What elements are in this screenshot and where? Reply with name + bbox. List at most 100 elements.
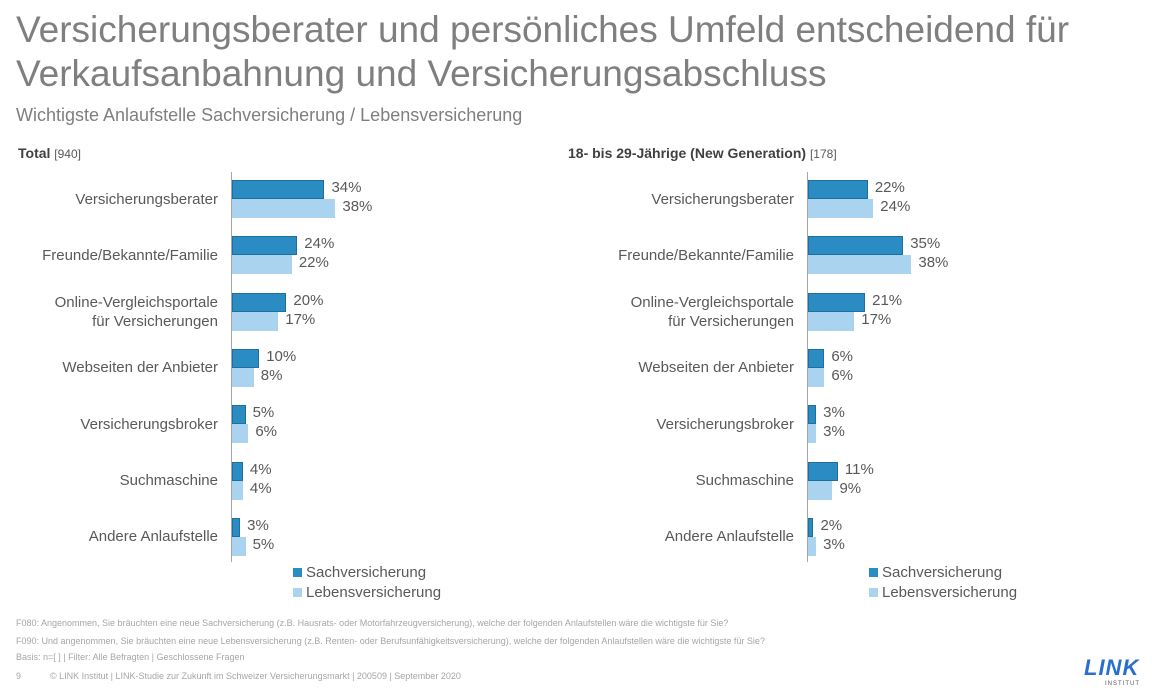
logo-subtext: INSTITUT: [1105, 681, 1140, 687]
bar-sachversicherung: [808, 236, 904, 256]
legend-item: Sachversicherung: [869, 562, 1017, 582]
bar-lebensversicherung: [232, 255, 292, 275]
data-label: 24%: [880, 198, 911, 215]
bar-lebensversicherung: [808, 367, 825, 387]
page-number: 9: [16, 671, 22, 681]
legend: Sachversicherung Lebensversicherung: [869, 562, 1017, 602]
bar-sachversicherung: [232, 517, 241, 537]
panel-base: [940]: [54, 147, 81, 161]
data-label: 6%: [831, 366, 853, 384]
data-label: 22%: [298, 254, 329, 272]
category-label: Andere Anlaufstelle: [88, 528, 218, 546]
category-label: Andere Anlaufstelle: [664, 528, 794, 546]
data-label: 9%: [839, 479, 862, 497]
bar-lebensversicherung: [232, 199, 336, 218]
bar-lebensversicherung: [232, 480, 243, 500]
category-label: Versicherungsberater: [651, 190, 794, 208]
bar-lebensversicherung: [232, 424, 249, 444]
category-label: Online-Vergleichsportale für Versicherung…: [54, 293, 218, 330]
bar-sachversicherung: [808, 180, 868, 199]
page-subtitle: Wichtigste Anlaufstelle Sachversicherung…: [16, 105, 523, 125]
panel-title: 18- bis 29-Jährige (New Generation) [178…: [568, 145, 837, 161]
bar-sachversicherung: [808, 461, 838, 481]
category-label: Online-Vergleichsportale für Versicherung…: [630, 293, 794, 330]
data-label: 4%: [249, 460, 272, 478]
legend-label: Lebensversicherung: [882, 583, 1018, 601]
bar-lebensversicherung: [808, 536, 817, 556]
panel-title: Total [940]: [18, 145, 81, 161]
bar-lebensversicherung: [232, 367, 254, 387]
legend-swatch: [293, 567, 302, 577]
category-label: Freunde/Bekannte/Familie: [618, 246, 794, 264]
data-label: 3%: [823, 404, 845, 422]
legend-swatch: [869, 567, 878, 577]
bar-lebensversicherung: [808, 311, 855, 331]
bar-sachversicherung: [232, 236, 298, 256]
data-label: 3%: [823, 423, 845, 441]
legend-item: Sachversicherung: [293, 562, 441, 582]
bar-lebensversicherung: [808, 480, 833, 500]
footnote-basis: Basis: n=[ ] | Filter: Alle Befragten | …: [16, 652, 245, 662]
panel-title-text: 18- bis 29-Jährige (New Generation): [568, 145, 810, 161]
data-label: 2%: [820, 516, 843, 534]
bar-lebensversicherung: [808, 199, 874, 218]
footnote-f090: F090: Und angenommen, Sie bräuchten eine…: [16, 636, 765, 646]
bar-lebensversicherung: [232, 536, 246, 556]
legend-swatch: [869, 587, 878, 597]
bar-lebensversicherung: [808, 255, 912, 275]
category-label: Versicherungsbroker: [80, 415, 218, 433]
panel-title-text: Total: [18, 145, 55, 161]
bar-sachversicherung: [232, 461, 243, 481]
data-label: 3%: [247, 516, 269, 534]
bar-lebensversicherung: [232, 311, 279, 331]
data-label: 3%: [823, 535, 845, 553]
category-label: Suchmaschine: [119, 472, 218, 489]
category-label: Versicherungsberater: [75, 190, 218, 208]
bar-sachversicherung: [808, 517, 814, 537]
data-label: 38%: [918, 254, 949, 272]
legend-label: Sachversicherung: [306, 563, 427, 581]
legend-item: Lebensversicherung: [869, 582, 1017, 602]
category-label: Webseiten der Anbieter: [638, 359, 794, 377]
legend-item: Lebensversicherung: [293, 582, 441, 602]
bar-sachversicherung: [232, 348, 260, 368]
category-label: Suchmaschine: [695, 472, 794, 489]
copyright: © LINK Institut | LINK-Studie zur Zukunf…: [50, 671, 461, 681]
data-label: 22%: [874, 179, 905, 196]
legend-label: Sachversicherung: [882, 563, 1003, 581]
data-label: 17%: [285, 310, 316, 328]
link-logo: LINK INSTITUT: [1084, 655, 1140, 687]
page-title: Versicherungsberater und persönliches Um…: [16, 9, 1070, 94]
legend-label: Lebensversicherung: [306, 583, 442, 601]
data-label: 5%: [252, 535, 275, 553]
legend-swatch: [293, 587, 302, 597]
bar-sachversicherung: [232, 180, 325, 199]
data-label: 6%: [255, 423, 277, 441]
data-label: 4%: [249, 479, 272, 497]
legend: Sachversicherung Lebensversicherung: [293, 562, 441, 602]
data-label: 35%: [910, 235, 941, 253]
data-label: 17%: [861, 310, 892, 328]
data-label: 24%: [304, 235, 335, 253]
category-axis: [231, 172, 232, 562]
logo-text: LINK: [1084, 655, 1140, 680]
data-label: 6%: [831, 347, 853, 365]
data-label: 20%: [293, 291, 324, 309]
category-label: Versicherungsbroker: [656, 415, 794, 433]
data-label: 11%: [844, 460, 874, 478]
data-label: 21%: [872, 291, 903, 309]
bar-lebensversicherung: [808, 424, 817, 444]
bar-sachversicherung: [808, 292, 866, 312]
bar-sachversicherung: [232, 292, 287, 312]
data-label: 10%: [266, 347, 297, 365]
panel-base: [178]: [809, 147, 837, 161]
bar-sachversicherung: [808, 405, 817, 425]
data-label: 8%: [260, 366, 283, 384]
bar-sachversicherung: [808, 348, 825, 368]
bar-sachversicherung: [232, 405, 246, 425]
data-label: 5%: [252, 404, 275, 422]
data-label: 34%: [331, 179, 362, 196]
category-axis: [807, 172, 808, 562]
data-label: 38%: [342, 198, 373, 215]
footnote-f080: F080: Angenommen, Sie bräuchten eine neu…: [16, 618, 729, 628]
